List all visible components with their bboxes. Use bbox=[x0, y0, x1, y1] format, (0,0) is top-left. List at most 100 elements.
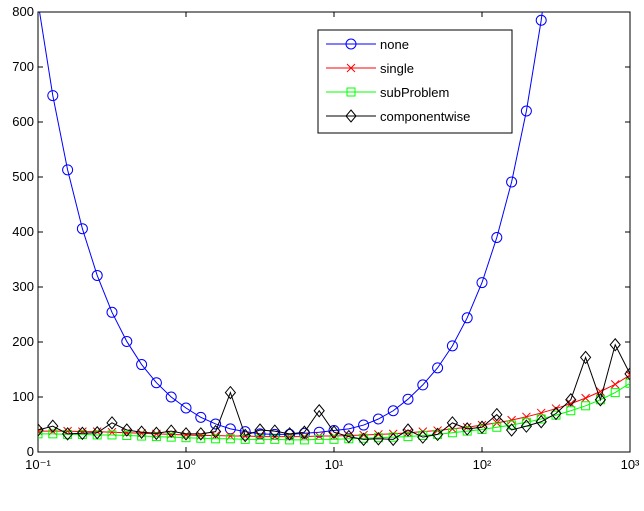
marker bbox=[151, 432, 161, 442]
marker bbox=[270, 434, 280, 444]
x-tick-label: 10⁻¹ bbox=[25, 457, 51, 472]
marker bbox=[358, 419, 370, 431]
marker bbox=[461, 312, 473, 324]
marker bbox=[224, 385, 237, 400]
marker bbox=[520, 105, 532, 117]
marker bbox=[121, 423, 133, 437]
marker bbox=[372, 413, 384, 425]
marker bbox=[299, 435, 309, 445]
marker bbox=[239, 428, 251, 443]
marker bbox=[91, 425, 103, 440]
marker bbox=[446, 416, 459, 430]
marker bbox=[344, 431, 354, 440]
marker bbox=[91, 269, 103, 281]
marker bbox=[402, 393, 414, 405]
marker bbox=[476, 420, 488, 435]
marker bbox=[313, 426, 325, 438]
marker bbox=[431, 427, 444, 442]
marker bbox=[507, 415, 516, 425]
axes: 0 100 200 300 400 500 600 700 800 10⁻¹ 10⁰ 10¹ 10² 10… bbox=[12, 4, 640, 472]
y-tick-label: 100 bbox=[12, 389, 34, 404]
legend-marker bbox=[345, 38, 357, 50]
series-layer bbox=[38, 12, 630, 447]
y-tick-label: 500 bbox=[12, 169, 34, 184]
marker bbox=[122, 431, 132, 440]
marker bbox=[535, 14, 547, 26]
legend-marker bbox=[345, 109, 357, 123]
marker bbox=[624, 367, 630, 381]
marker bbox=[403, 432, 413, 442]
marker bbox=[314, 434, 324, 444]
marker bbox=[387, 432, 399, 447]
marker bbox=[374, 430, 383, 439]
legend-marker bbox=[346, 63, 356, 73]
marker bbox=[594, 392, 607, 407]
marker bbox=[491, 407, 503, 422]
marker bbox=[550, 406, 562, 421]
y-tick-label: 0 bbox=[27, 444, 34, 459]
marker bbox=[343, 423, 355, 435]
marker bbox=[610, 388, 620, 398]
marker bbox=[535, 414, 547, 429]
marker bbox=[595, 395, 605, 405]
marker bbox=[610, 379, 620, 389]
y-tick-label: 200 bbox=[12, 334, 34, 349]
marker bbox=[150, 377, 162, 389]
marker bbox=[285, 435, 295, 445]
marker bbox=[106, 416, 118, 430]
legend-label: componentwise bbox=[380, 109, 470, 124]
marker bbox=[211, 431, 220, 440]
marker bbox=[446, 340, 458, 352]
marker bbox=[211, 434, 221, 444]
marker bbox=[195, 411, 207, 423]
marker bbox=[209, 424, 222, 439]
y-tick-label: 700 bbox=[12, 59, 34, 74]
marker bbox=[522, 412, 531, 422]
marker bbox=[520, 419, 533, 433]
marker bbox=[461, 422, 473, 436]
marker bbox=[225, 434, 235, 444]
series-line bbox=[38, 382, 630, 441]
marker bbox=[625, 378, 630, 388]
marker bbox=[313, 403, 325, 418]
marker bbox=[314, 431, 324, 441]
marker bbox=[180, 427, 192, 441]
x-tick-label: 10⁰ bbox=[176, 457, 196, 472]
marker bbox=[61, 427, 74, 441]
marker bbox=[357, 432, 370, 447]
marker bbox=[106, 306, 118, 318]
marker bbox=[417, 430, 429, 444]
marker bbox=[506, 176, 518, 188]
marker bbox=[47, 90, 59, 102]
marker bbox=[165, 391, 177, 403]
series-line bbox=[39, 12, 543, 435]
y-tick-label: 800 bbox=[12, 4, 34, 19]
marker bbox=[505, 423, 518, 437]
legend-label: none bbox=[380, 37, 409, 52]
marker bbox=[38, 429, 43, 439]
marker bbox=[48, 429, 58, 439]
marker bbox=[107, 430, 117, 440]
legend-label: subProblem bbox=[380, 85, 449, 100]
marker bbox=[298, 425, 311, 439]
y-tick-label: 300 bbox=[12, 279, 34, 294]
marker bbox=[165, 424, 177, 438]
y-tick-label: 600 bbox=[12, 114, 34, 129]
marker bbox=[150, 426, 163, 441]
marker bbox=[224, 423, 236, 435]
legend-label: single bbox=[380, 61, 414, 76]
marker bbox=[180, 402, 192, 414]
legend: none single subProblem componentwise bbox=[317, 29, 513, 134]
marker bbox=[210, 418, 222, 430]
marker bbox=[491, 232, 503, 243]
marker bbox=[76, 426, 89, 441]
marker bbox=[433, 429, 443, 439]
marker bbox=[38, 423, 44, 437]
marker bbox=[432, 362, 444, 374]
marker bbox=[47, 419, 59, 433]
marker bbox=[579, 350, 592, 365]
marker bbox=[565, 392, 577, 407]
marker bbox=[387, 405, 399, 417]
marker bbox=[359, 430, 368, 440]
